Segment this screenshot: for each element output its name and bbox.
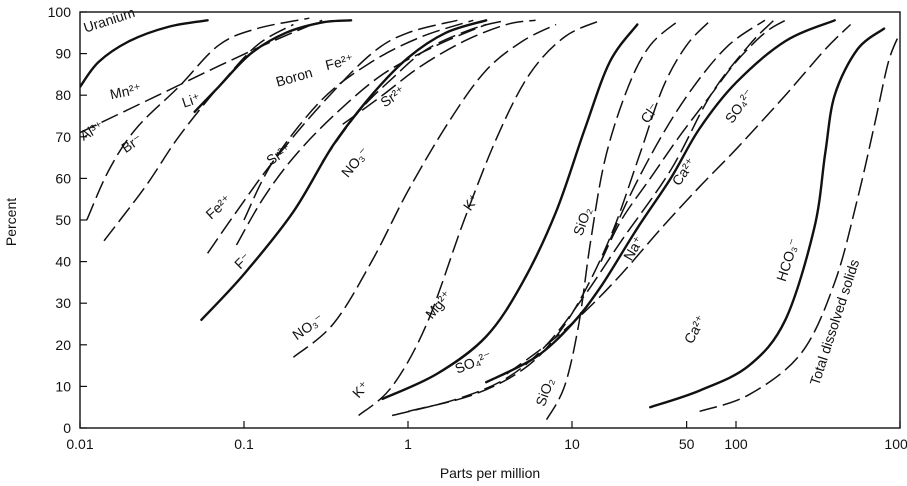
x-tick-label: 1: [404, 436, 412, 452]
curve-mn: [80, 19, 323, 134]
curve-nitrate: [292, 23, 557, 358]
x-tick-label: 0.01: [66, 436, 93, 452]
curve-label: Br⁻: [118, 131, 145, 156]
curve-label: NO₃⁻: [289, 310, 326, 343]
y-tick-label: 90: [55, 46, 71, 62]
curve-fe-high: [321, 19, 507, 163]
curve-potassium: [358, 19, 602, 417]
curve-label: K⁺: [460, 191, 483, 214]
curve-label: HCO₃⁻: [773, 236, 802, 283]
curve-al: [86, 17, 310, 221]
plot-frame: [79, 11, 901, 429]
curve-magnesium: [381, 23, 639, 401]
curve-label: Boron: [274, 64, 314, 90]
x-tick-label: 50: [679, 436, 695, 452]
curve-boron: [243, 19, 474, 221]
y-tick-label: 10: [55, 378, 71, 394]
curve-calcium-low: [506, 23, 852, 375]
y-axis-label: Percent: [3, 198, 19, 246]
x-tick-label: 100: [724, 436, 748, 452]
curve-label: Li⁺: [180, 90, 202, 111]
curve-silica-band: [407, 19, 712, 413]
curve-silica-rise: [545, 19, 680, 421]
curve-sulfate-low: [391, 19, 775, 417]
curve-label: Fe²⁺: [202, 191, 234, 222]
y-tick-label: 20: [55, 337, 71, 353]
curve-bicarbonate: [649, 27, 886, 409]
curve-label: Fe²⁺: [324, 51, 355, 73]
curve-sr-low: [235, 23, 487, 246]
curve-calcium-high: [600, 19, 786, 262]
curve-fluoride: [200, 19, 488, 321]
y-tick-label: 80: [55, 87, 71, 103]
y-tick-label: 100: [48, 4, 72, 20]
curve-fe-low: [206, 19, 458, 254]
y-tick-label: 40: [55, 254, 71, 270]
curve-label: Mg²⁺: [422, 287, 455, 321]
curve-uranium: [80, 19, 209, 89]
curve-label: Sr²⁺: [377, 82, 408, 110]
curve-br: [103, 23, 294, 242]
y-tick-label: 0: [63, 420, 71, 436]
curve-total-dissolved-solids: [699, 32, 900, 413]
curve-label: Cl⁻: [637, 100, 662, 126]
curve-label: F⁻: [231, 249, 254, 272]
x-axis-label: Parts per million: [440, 465, 540, 481]
y-tick-label: 50: [55, 212, 71, 228]
x-tick-label: 0.1: [234, 436, 254, 452]
curve-label: NO₃⁻: [338, 144, 372, 180]
curves: [80, 17, 900, 421]
curve-label: Mn²⁺: [108, 80, 142, 102]
curve-label: Ca²⁺: [668, 155, 698, 189]
curve-label: K⁺: [349, 378, 372, 401]
curve-label: SO₄²⁻: [453, 348, 494, 377]
curve-label: SiO₂: [570, 205, 595, 238]
curve-label: Uranium: [81, 4, 136, 36]
curve-sodium: [485, 19, 836, 384]
curve-label: Sr²⁺: [263, 141, 294, 169]
x-tick-label: 10: [564, 436, 580, 452]
y-tick-label: 70: [55, 129, 71, 145]
curve-label: Total dissolved solids: [806, 257, 862, 387]
y-tick-label: 60: [55, 170, 71, 186]
curve-sr-high: [342, 19, 536, 125]
curve-chloride: [600, 19, 766, 262]
curve-label: SiO₂: [532, 376, 557, 409]
curve-li: [193, 19, 353, 113]
curve-label: Ca²⁺: [681, 312, 709, 346]
y-tick-label: 30: [55, 295, 71, 311]
